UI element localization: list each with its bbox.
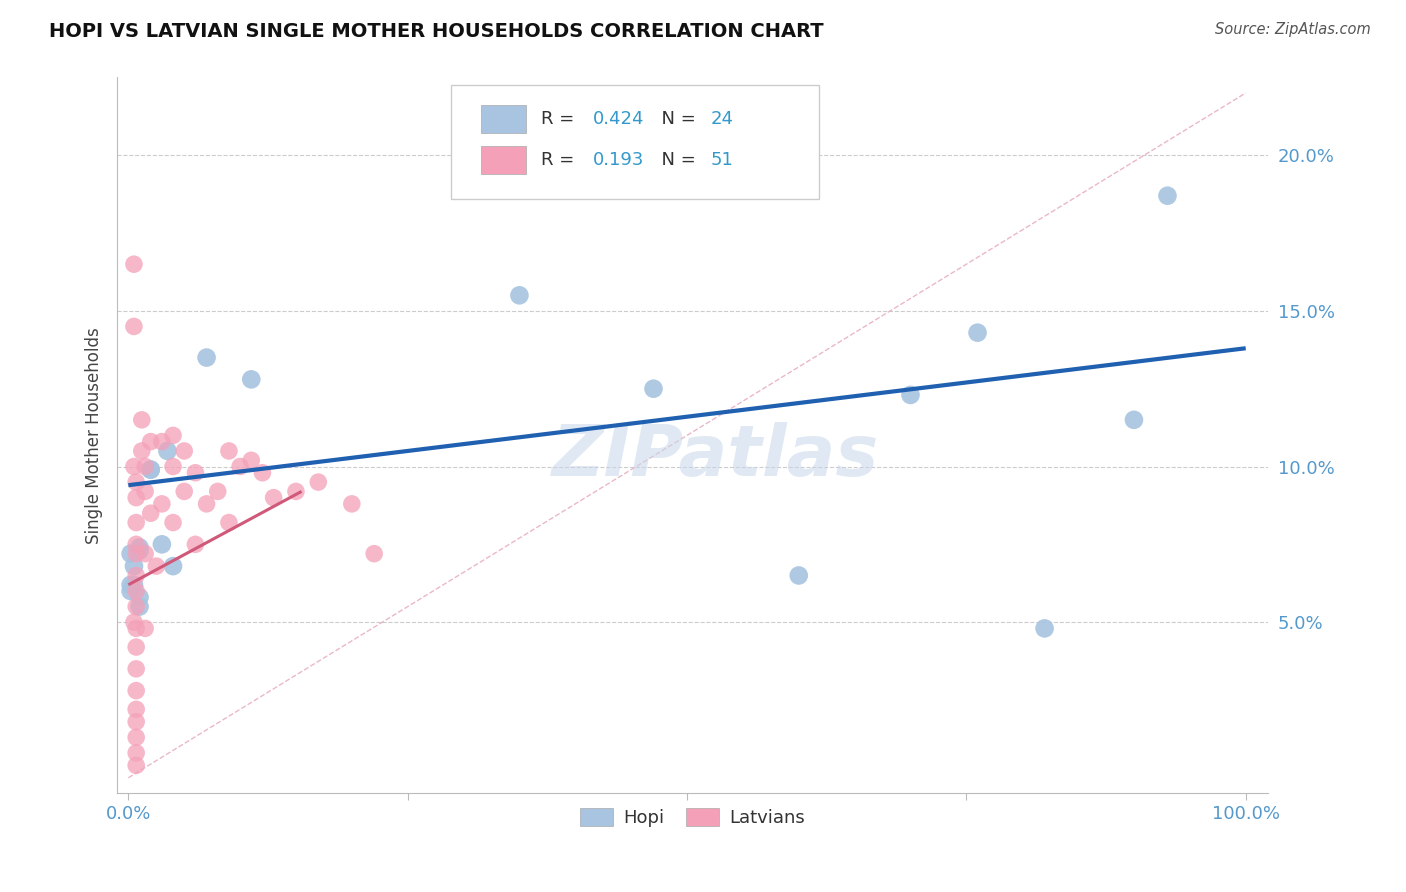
Point [134, 621, 156, 635]
Text: 24: 24 [711, 110, 734, 128]
Point [252, 466, 274, 480]
Point [125, 584, 148, 599]
Point [162, 559, 184, 574]
Point [363, 547, 385, 561]
Point [307, 475, 329, 489]
Y-axis label: Single Mother Households: Single Mother Households [86, 327, 103, 544]
Point [125, 746, 148, 760]
Point [120, 547, 142, 561]
Text: R =: R = [541, 110, 579, 128]
Point [508, 288, 530, 302]
Text: ZIPatlas: ZIPatlas [553, 423, 879, 491]
Point [120, 584, 142, 599]
Point [966, 326, 988, 340]
Point [900, 388, 922, 402]
FancyBboxPatch shape [481, 145, 526, 174]
Point [125, 568, 148, 582]
Point [162, 459, 184, 474]
Point [340, 497, 363, 511]
Point [125, 621, 148, 635]
Point [162, 516, 184, 530]
Legend: Hopi, Latvians: Hopi, Latvians [572, 801, 813, 834]
Point [134, 547, 156, 561]
Point [263, 491, 285, 505]
Point [150, 537, 173, 551]
Point [240, 453, 263, 467]
Point [218, 516, 240, 530]
Point [128, 543, 150, 558]
Point [125, 714, 148, 729]
FancyBboxPatch shape [481, 105, 526, 133]
Point [125, 475, 148, 489]
Point [122, 459, 145, 474]
Point [134, 484, 156, 499]
Text: N =: N = [650, 110, 702, 128]
Point [125, 516, 148, 530]
Point [240, 372, 263, 386]
Point [134, 459, 156, 474]
Point [128, 599, 150, 614]
Text: N =: N = [650, 151, 702, 169]
Point [128, 541, 150, 555]
Point [139, 462, 162, 476]
Point [125, 547, 148, 561]
Point [1156, 188, 1178, 202]
Point [128, 591, 150, 605]
Text: 51: 51 [711, 151, 734, 169]
Point [125, 758, 148, 772]
Point [125, 599, 148, 614]
Point [122, 257, 145, 271]
FancyBboxPatch shape [451, 85, 820, 199]
Point [131, 444, 153, 458]
Point [195, 351, 218, 365]
Point [125, 640, 148, 654]
Point [787, 568, 810, 582]
Point [162, 428, 184, 442]
Text: HOPI VS LATVIAN SINGLE MOTHER HOUSEHOLDS CORRELATION CHART: HOPI VS LATVIAN SINGLE MOTHER HOUSEHOLDS… [49, 22, 824, 41]
Point [156, 444, 179, 458]
Point [173, 484, 195, 499]
Point [1123, 413, 1146, 427]
Point [1033, 621, 1056, 635]
Point [173, 444, 195, 458]
Point [125, 731, 148, 745]
Point [150, 434, 173, 449]
Point [120, 578, 142, 592]
Point [207, 484, 229, 499]
Point [122, 559, 145, 574]
Point [125, 702, 148, 716]
Point [125, 683, 148, 698]
Point [125, 491, 148, 505]
Point [195, 497, 218, 511]
Point [139, 462, 162, 476]
Point [184, 537, 207, 551]
Text: Source: ZipAtlas.com: Source: ZipAtlas.com [1215, 22, 1371, 37]
Point [150, 497, 173, 511]
Point [139, 434, 162, 449]
Point [131, 413, 153, 427]
Point [122, 615, 145, 629]
Point [122, 319, 145, 334]
Point [125, 537, 148, 551]
Point [139, 506, 162, 520]
Point [229, 459, 252, 474]
Text: 0.424: 0.424 [592, 110, 644, 128]
Point [218, 444, 240, 458]
Text: R =: R = [541, 151, 579, 169]
Point [643, 382, 665, 396]
Point [284, 484, 307, 499]
Point [122, 578, 145, 592]
Text: 0.193: 0.193 [592, 151, 644, 169]
Point [145, 559, 167, 574]
Point [125, 662, 148, 676]
Point [184, 466, 207, 480]
